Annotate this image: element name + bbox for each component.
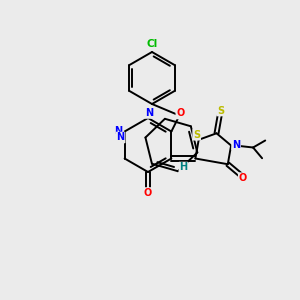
Text: Cl: Cl [146, 39, 158, 49]
Text: O: O [176, 109, 184, 118]
Text: H: H [179, 163, 188, 172]
Text: N: N [145, 108, 153, 118]
Text: O: O [239, 173, 247, 183]
Text: N: N [232, 140, 240, 149]
Text: S: S [217, 106, 224, 116]
Text: N: N [115, 127, 123, 136]
Text: S: S [193, 130, 200, 140]
Text: O: O [144, 188, 152, 198]
Text: N: N [117, 133, 125, 142]
